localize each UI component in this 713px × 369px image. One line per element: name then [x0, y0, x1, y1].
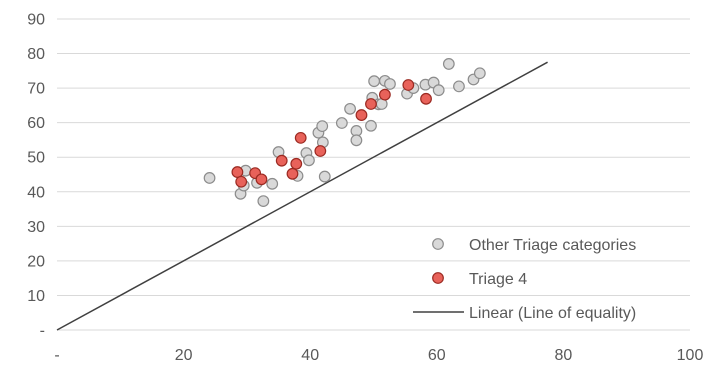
y-tick-label: 70 [27, 81, 45, 98]
other-triage-point [335, 117, 348, 129]
y-tick-label: 90 [27, 12, 45, 29]
y-tick-label: 30 [27, 219, 45, 236]
triage-4-point [420, 92, 432, 105]
y-tick-label: 60 [27, 115, 45, 132]
triage-4-point [290, 157, 303, 170]
line-of-equality [56, 61, 548, 331]
other-triage-point [384, 78, 396, 90]
legend-swatch-other-triage [432, 238, 444, 250]
y-axis-tick-labels: - 10 20 30 40 50 60 70 80 90 [27, 12, 45, 340]
x-tick-label: 40 [301, 347, 319, 364]
triage-4-point [235, 175, 248, 188]
triage-4-point [378, 88, 391, 101]
x-tick-label: 60 [428, 347, 446, 364]
legend-label: Other Triage categories [469, 237, 636, 254]
y-tick-label: 50 [27, 150, 45, 167]
legend: Other Triage categories Triage 4 Linear (L… [413, 237, 636, 322]
gridlines [57, 18, 690, 331]
legend-swatch-triage-4 [432, 272, 444, 284]
other-triage-point [266, 177, 279, 190]
triage-4-point [294, 131, 307, 144]
y-tick-label: 20 [27, 253, 45, 270]
y-tick-label: - [40, 323, 45, 340]
other-triage-point [432, 84, 445, 97]
other-triage-point [453, 80, 465, 93]
triage-4-point [365, 98, 377, 110]
triage-4-point [286, 167, 299, 180]
triage-4-point [255, 173, 268, 186]
other-triage-point [350, 134, 363, 147]
triage-4-point [355, 109, 368, 121]
other-triage-point [257, 195, 270, 208]
legend-label: Triage 4 [469, 271, 527, 288]
data-points [203, 58, 486, 208]
other-triage-point [303, 154, 315, 167]
triage-4-point [402, 79, 415, 91]
x-tick-label: 20 [175, 347, 193, 364]
other-triage-point [344, 102, 356, 115]
y-tick-label: 80 [27, 46, 45, 63]
x-axis-tick-labels: - 20 40 60 80 100 [54, 347, 703, 364]
other-triage-point [368, 75, 381, 88]
other-triage-point [316, 120, 329, 133]
legend-label: Linear (Line of equality) [469, 305, 636, 322]
x-tick-label: 100 [677, 347, 704, 364]
other-triage-point [473, 67, 486, 80]
triage-4-point [314, 145, 327, 157]
x-tick-label: - [54, 347, 59, 364]
triage-4-point [231, 166, 244, 178]
other-triage-point [318, 170, 331, 183]
trendline-layer [56, 61, 548, 331]
y-tick-label: 40 [27, 184, 45, 201]
y-tick-label: 10 [27, 288, 45, 305]
other-triage-point [365, 119, 377, 132]
other-triage-point [203, 172, 216, 184]
triage-4-point [275, 154, 288, 167]
x-tick-label: 80 [555, 347, 573, 364]
other-triage-point [442, 58, 455, 70]
